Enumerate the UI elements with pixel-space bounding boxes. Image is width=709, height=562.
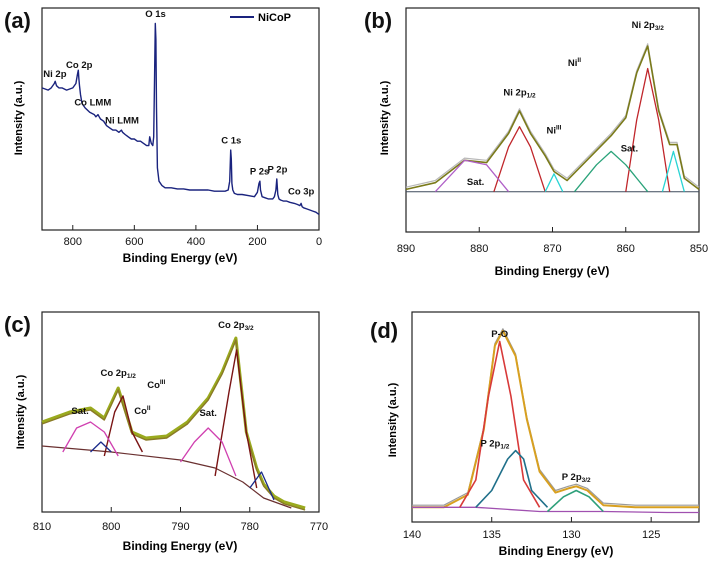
series-line-c-co-ii-a [90,441,112,453]
peak-label-b-5: Sat. [621,143,638,154]
peak-label-a-4: O 1s [145,9,166,20]
peak-label-a-6: P 2s [250,167,269,178]
series-line-c-envelope [41,339,306,511]
series-line-d-raw [412,328,699,506]
x-tick-label-d-0: 140 [403,529,421,541]
peak-label-c-5: Sat. [199,408,216,419]
peak-label-c-4: Sat. [71,406,88,417]
peak-label-b-0: Ni 2p3/2 [632,20,665,32]
plot-frame-b [405,7,700,233]
series-line-b-ni-iii-a [544,173,564,192]
peak-label-d-0: P-O [491,329,508,340]
series-d [412,328,699,514]
series-line-a-nicop [41,22,320,216]
peak-label-b-4: Sat. [467,177,484,188]
x-tick-label-a-1: 600 [125,236,143,248]
y-axis-label-b: Intensity (a.u.) [379,80,391,155]
peak-label-c-2: CoIII [147,379,165,391]
y-axis-label-c: Intensity (a.u.) [15,374,27,449]
series-line-c-raw [41,336,306,510]
x-tick-label-b-4: 850 [690,243,708,255]
peak-label-c-3: CoII [134,405,150,417]
series-line-d-background [412,506,699,514]
x-tick-label-c-2: 790 [171,521,189,533]
series-line-c-sat-2 [179,427,237,477]
peak-label-a-0: Ni 2p [43,69,66,80]
peak-label-d-1: P 2p1/2 [480,438,509,450]
series-line-b-ni-iii-b [661,150,685,192]
x-ticks-c: 810 800 790 780 770 [33,507,328,533]
plot-frame-a [41,7,320,231]
peak-label-d-2: P 2p3/2 [562,472,591,484]
peak-label-a-2: Co LMM [74,98,111,109]
series-line-b-raw [405,43,700,188]
peak-labels-c: Co 2p3/2 Co 2p1/2 CoIII CoII Sat. Sat. [71,320,254,419]
legend-a: NiCoP [230,12,291,24]
panel-b: (b) 890 880 870 860 850 Ni 2p3/2 Ni 2p1/2 NiII… [364,7,708,278]
y-axis-label-a: Intensity (a.u.) [13,80,25,155]
series-line-b-envelope [405,45,700,191]
peak-label-c-0: Co 2p3/2 [218,320,254,332]
x-tick-label-d-2: 130 [562,529,580,541]
x-tick-label-a-0: 800 [64,236,82,248]
plot-frame-d [411,311,700,523]
peak-label-a-3: Ni LMM [105,115,139,126]
peak-label-a-7: P 2p [268,164,288,175]
x-tick-label-b-2: 870 [543,243,561,255]
x-tick-label-a-4: 0 [316,236,322,248]
x-tick-label-b-0: 890 [397,243,415,255]
peak-label-a-5: C 1s [221,135,241,146]
series-line-b-sat- [434,159,510,193]
panel-label-d: (d) [370,318,398,343]
series-line-c-co-ii-b [249,471,275,501]
x-tick-label-b-3: 860 [617,243,635,255]
x-tick-label-c-1: 800 [102,521,120,533]
series-line-b-ni-2p3-2 [625,67,671,192]
series-line-d-envelope [412,329,699,509]
panel-label-a: (a) [4,8,31,33]
y-axis-label-d: Intensity (a.u.) [387,382,399,457]
x-axis-label-b: Binding Energy (eV) [495,264,610,278]
series-line-c-co-2p3-2 [214,349,258,489]
x-ticks-b: 890 880 870 860 850 [397,227,708,255]
peak-labels-b: Ni 2p3/2 Ni 2p1/2 NiII NiIII Sat. Sat. [467,20,664,188]
series-line-b-ni-2p1-2 [493,126,546,192]
x-axis-label-d: Binding Energy (eV) [499,544,614,558]
series-b [405,43,700,193]
panel-d: (d) 140 135 130 125 P-O P 2p1/2 P 2p3/2 Bindi… [370,311,700,558]
peak-label-b-1: Ni 2p1/2 [503,87,536,99]
x-tick-label-b-1: 880 [470,243,488,255]
x-tick-label-a-2: 400 [187,236,205,248]
x-ticks-d: 140 135 130 125 [403,517,660,541]
series-a [41,22,320,216]
x-ticks-a: 800 600 400 200 0 [64,225,322,248]
series-line-d-p-o [459,340,541,508]
x-tick-label-c-4: 770 [310,521,328,533]
peak-label-a-1: Co 2p [66,60,93,71]
x-tick-label-c-0: 810 [33,521,51,533]
panel-label-b: (b) [364,8,392,33]
series-line-c-co-2p1-2 [103,395,144,457]
peak-label-b-2: NiII [568,57,581,69]
x-tick-label-a-3: 200 [248,236,266,248]
legend-label-a: NiCoP [258,12,291,24]
series-line-d-p-2p1-2 [475,449,549,508]
series-line-d-p-2p3-2 [546,489,604,513]
panel-label-c: (c) [4,312,31,337]
x-axis-label-c: Binding Energy (eV) [123,539,238,553]
x-tick-label-d-1: 135 [483,529,501,541]
peak-label-a-8: Co 3p [288,186,315,197]
series-line-c-sat- [62,421,119,457]
series-c [41,336,306,511]
x-tick-label-c-3: 780 [241,521,259,533]
peak-label-b-3: NiIII [547,124,562,136]
series-line-b-sat-2 [573,150,649,193]
x-axis-label-a: Binding Energy (eV) [123,251,238,265]
panel-c: (c) 810 800 790 780 770 Co 2p3/2 Co 2p1/2 CoII… [4,311,328,553]
peak-label-c-1: Co 2p1/2 [100,368,136,380]
x-tick-label-d-3: 125 [642,529,660,541]
